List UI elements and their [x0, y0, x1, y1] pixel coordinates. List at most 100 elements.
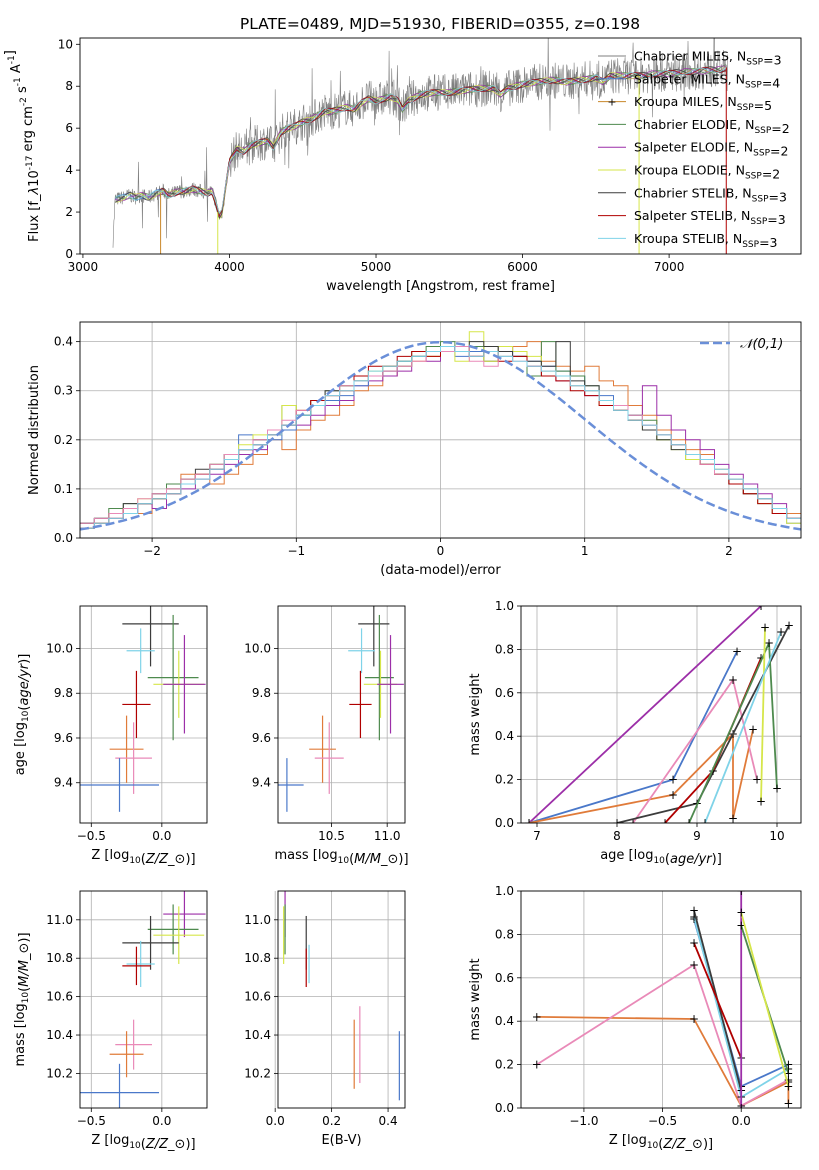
weight-marker: +: [700, 816, 710, 830]
weight-line-7: [760, 627, 766, 802]
legend-label: Chabrier MILES, NSSP=3: [634, 49, 782, 68]
chart-z-age: −0.5 0.0 9.4 9.6 9.8 10.0 Z [log10(Z/Z_⊙)] age …: [13, 605, 208, 867]
x-axis-label: Z [log10(Z/Z_⊙)]: [609, 1133, 713, 1152]
y-tick-label: 9.4: [252, 776, 271, 790]
x-tick-label: −0.5: [77, 829, 106, 843]
y-tick-label: 0.4: [54, 335, 73, 349]
y-tick-label: 4: [65, 163, 73, 177]
hist-step-8: [80, 346, 801, 529]
y-tick-label: 0: [65, 247, 73, 261]
y-tick-label: 0.4: [495, 1014, 514, 1028]
axes-frame: [79, 321, 802, 539]
weight-marker: +: [689, 958, 699, 972]
weight-line-1: [528, 651, 738, 823]
errorbar-point: [122, 606, 179, 667]
plot-area: [80, 331, 801, 531]
y-tick-label: 10.0: [244, 642, 271, 656]
x-tick-label: 8: [613, 829, 621, 843]
x-axis-label: E(B-V): [321, 1133, 361, 1148]
plot-area: + ++++++++++++++++++++++++: [532, 891, 793, 1115]
y-tick-label: 10.8: [244, 951, 271, 965]
legend-label: Kroupa MILES, NSSP=5: [634, 94, 772, 113]
plot-area: [80, 606, 206, 812]
weight-marker: +: [728, 673, 738, 687]
x-tick-label: 0.0: [152, 1114, 171, 1128]
x-tick-label: 0.0: [266, 1114, 285, 1128]
x-tick-label: 9: [693, 829, 701, 843]
x-axis-label: mass [log10(M/M_⊙)]: [274, 848, 408, 867]
y-tick-label: 10.2: [244, 1066, 271, 1080]
x-tick-label: −1: [287, 544, 305, 558]
errorbar-point: [153, 906, 205, 964]
weight-marker: +: [668, 788, 678, 802]
x-tick-label: 0: [437, 544, 445, 558]
weight-line-2: [528, 729, 754, 823]
weight-marker: +: [784, 619, 794, 633]
errorbar-point: [122, 670, 151, 738]
y-axis-label: mass weight: [468, 958, 483, 1040]
y-tick-label: 10: [58, 37, 73, 51]
weight-marker: +: [760, 621, 770, 635]
errorbar-point: [147, 904, 199, 955]
legend-label: Kroupa ELODIE, NSSP=2: [634, 163, 780, 182]
y-axis-label: mass [log10(M/M_⊙)]: [13, 932, 32, 1066]
x-tick-label: 3000: [68, 260, 99, 274]
y-tick-label: 0.3: [54, 384, 73, 398]
model-line-7: [160, 67, 726, 217]
y-tick-label: 0.2: [495, 773, 514, 787]
y-tick-label: 0.2: [54, 433, 73, 447]
y-tick-label: 9.6: [252, 731, 271, 745]
weight-marker: +: [764, 636, 774, 650]
errorbar-point: [348, 628, 375, 674]
x-tick-label: 10.5: [318, 829, 345, 843]
weight-line-6: [688, 642, 778, 823]
y-tick-label: 2: [65, 205, 73, 219]
chart-residuals: −2 −1 0 1 2 0.0 0.1 0.2 0.3 0.4 (data-model)/error…: [27, 321, 802, 578]
x-axis-label: (data-model)/error: [380, 563, 501, 578]
weight-marker: +: [668, 773, 678, 787]
errorbar-point: [126, 940, 155, 988]
y-tick-label: 1.0: [495, 884, 514, 898]
y-tick-label: 10.0: [46, 642, 73, 656]
weight-marker: +: [748, 723, 758, 737]
axes-frame: [520, 890, 802, 1109]
y-tick-label: 9.4: [54, 776, 73, 790]
x-tick-label: −0.5: [77, 1114, 106, 1128]
x-tick-label: 4000: [214, 260, 245, 274]
y-tick-label: 10.8: [46, 951, 73, 965]
weight-marker: +: [524, 816, 534, 830]
weight-line-8: [704, 631, 782, 823]
x-tick-label: 7: [533, 829, 541, 843]
axes-frame: [79, 605, 208, 824]
y-tick-label: 8: [65, 79, 73, 93]
y-tick-label: 1.0: [495, 599, 514, 613]
legend-marker: +: [607, 96, 616, 109]
y-tick-label: 0.0: [54, 531, 73, 545]
x-tick-label: 0.0: [152, 829, 171, 843]
weight-marker: +: [612, 816, 622, 830]
chart-ebv-mass: 0.0 0.2 0.4 10.2 10.4 10.6 10.8 11.0 E(B-V): [244, 890, 406, 1148]
plot-area: [283, 891, 400, 1101]
y-tick-label: 11.0: [46, 913, 73, 927]
x-tick-label: 6000: [507, 260, 538, 274]
errorbar-point: [115, 1019, 152, 1070]
x-tick-label: 0.4: [379, 1114, 398, 1128]
weight-marker: +: [783, 1097, 793, 1111]
weight-line-0: [528, 606, 762, 823]
errorbar-point: [109, 1031, 144, 1078]
weight-marker: +: [783, 1073, 793, 1087]
weight-marker: +: [736, 906, 746, 920]
y-tick-label: 9.8: [54, 686, 73, 700]
weight-marker: +: [736, 1101, 746, 1115]
x-tick-label: −1.0: [569, 1114, 598, 1128]
errorbar-point: [115, 722, 152, 794]
y-tick-label: 10.4: [244, 1028, 271, 1042]
errorbar-point: [364, 614, 394, 741]
y-tick-label: 9.8: [252, 686, 271, 700]
chart-title: PLATE=0489, MJD=51930, FIBERID=0355, z=0…: [240, 15, 640, 33]
y-tick-label: 0.4: [495, 729, 514, 743]
y-tick-label: 10.4: [46, 1028, 73, 1042]
weight-marker: +: [776, 625, 786, 639]
y-tick-label: 0.8: [495, 927, 514, 941]
